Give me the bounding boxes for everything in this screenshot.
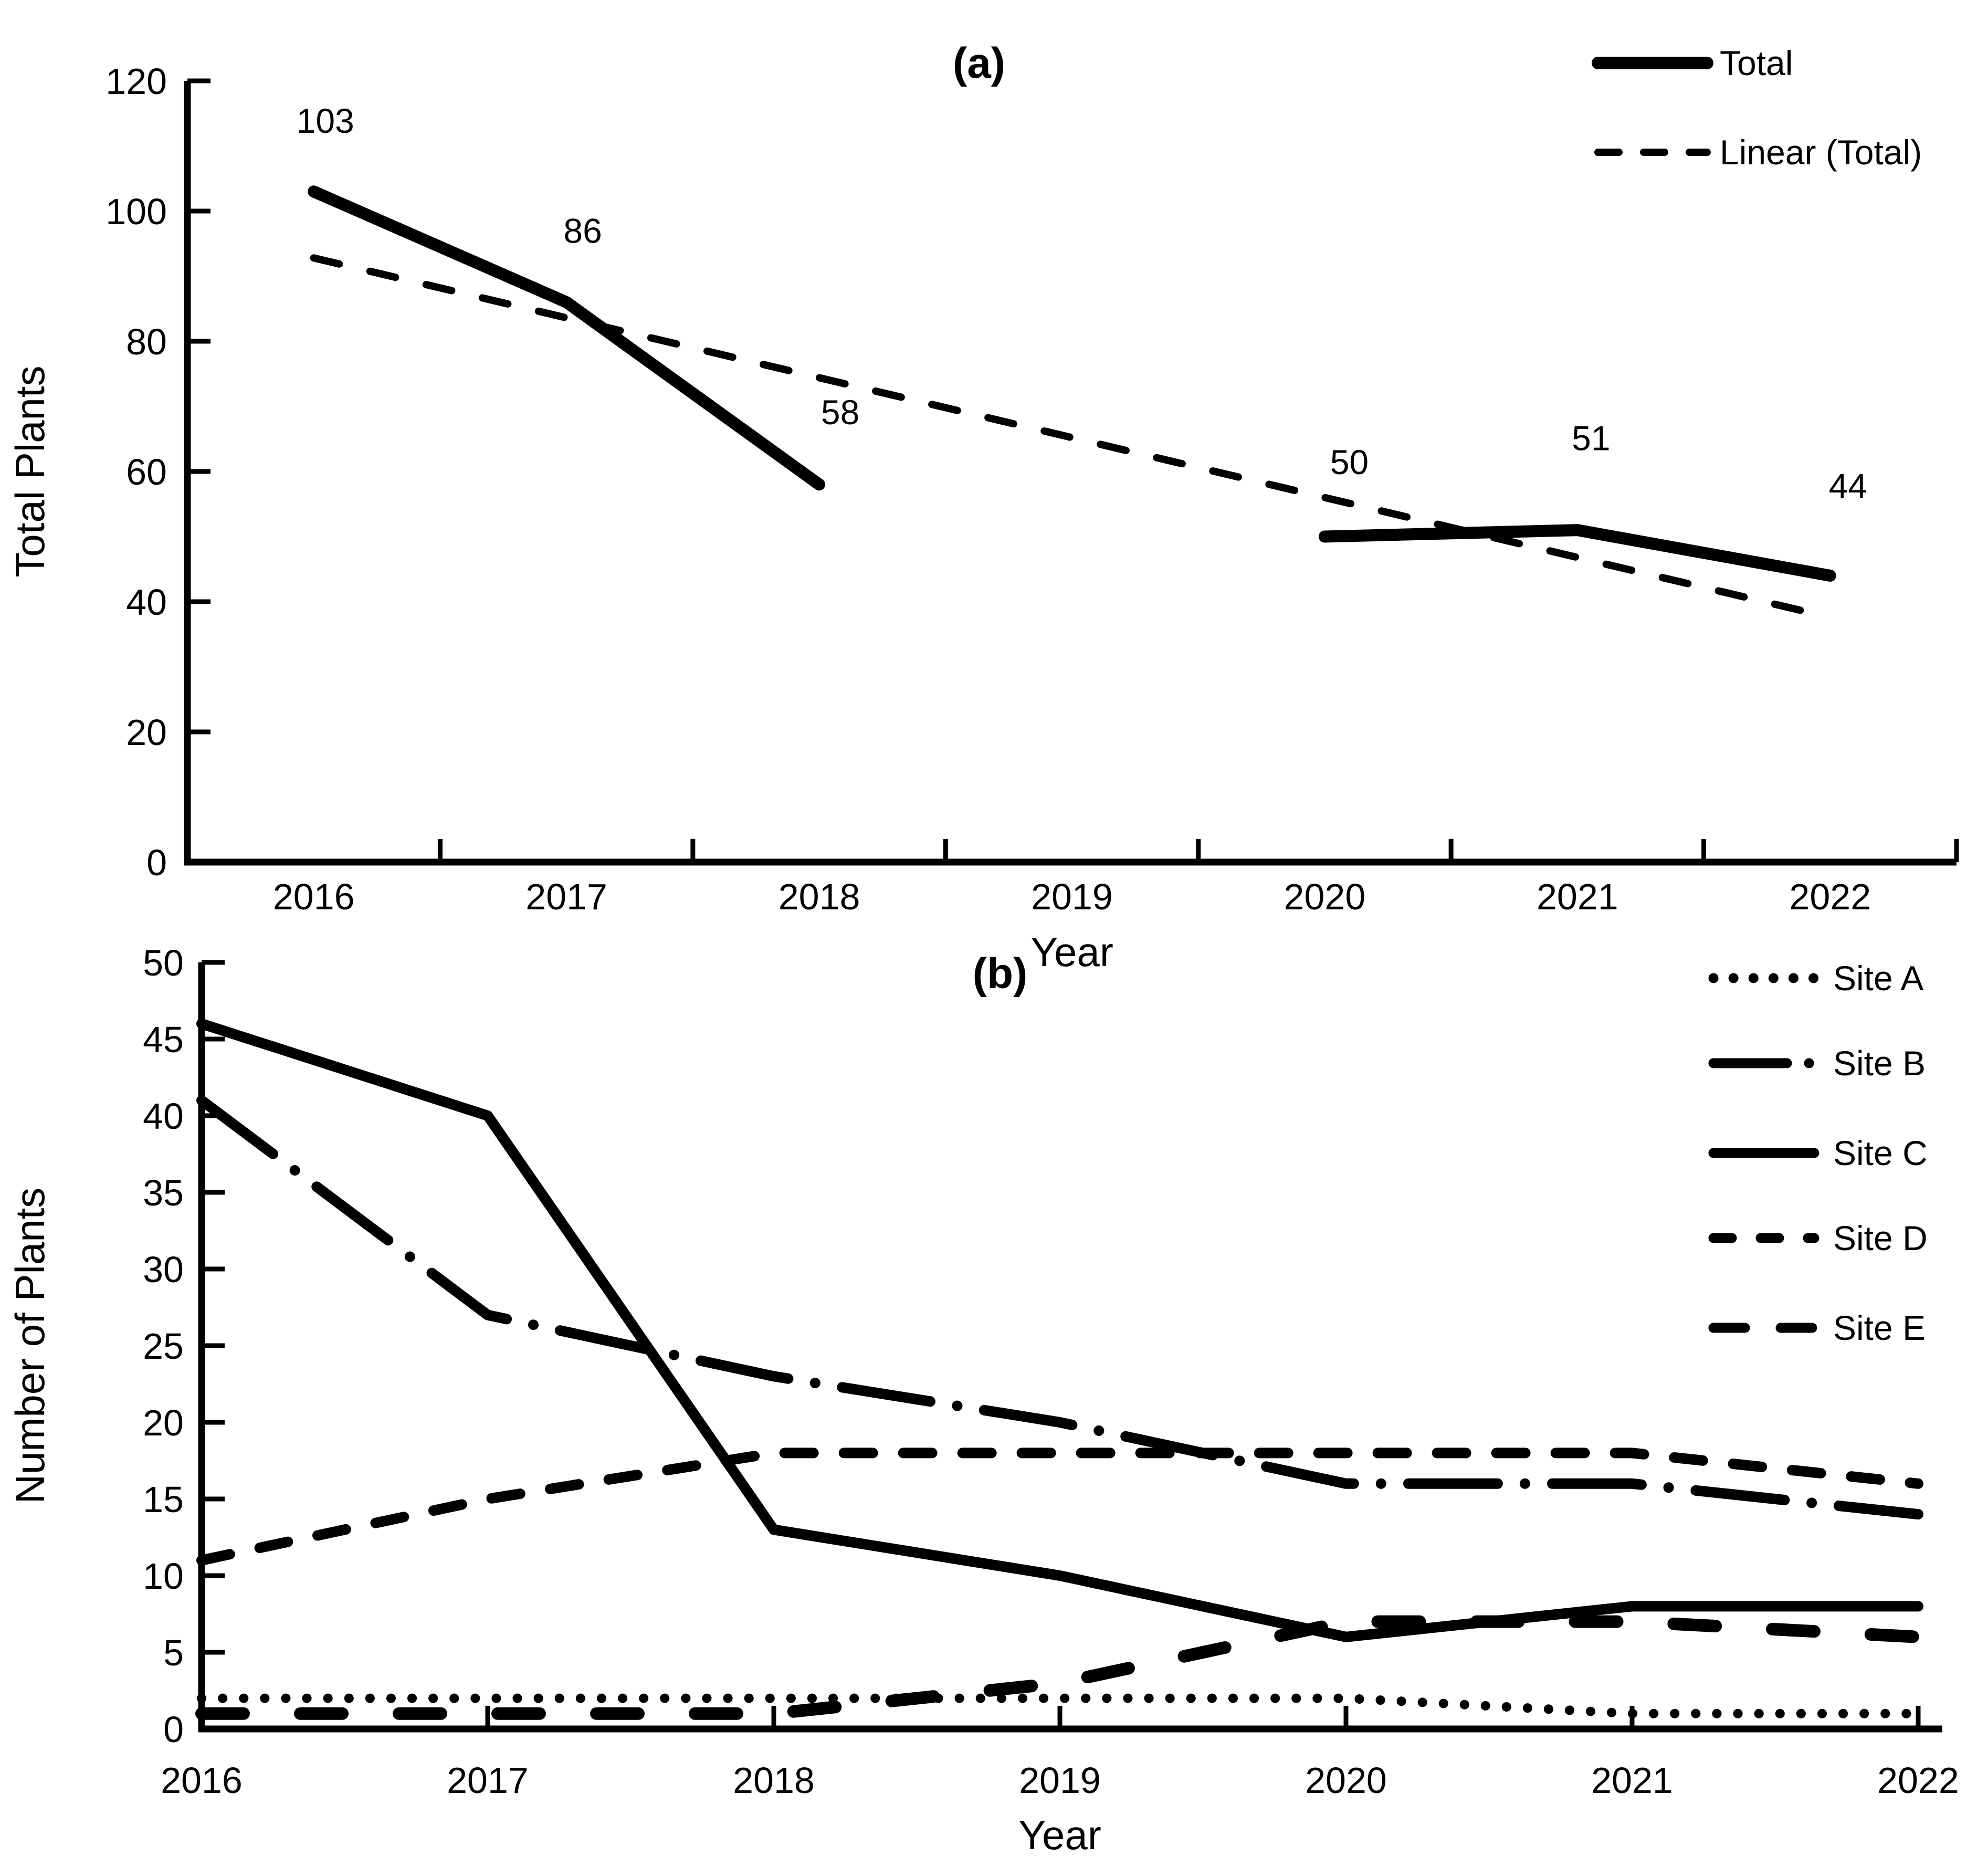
panel-a-legend-label-linear-total-: Linear (Total)	[1720, 133, 1922, 172]
panel-a-y-tick-label: 100	[106, 191, 167, 232]
panel-a-y-tick-label: 60	[126, 452, 167, 492]
panel-b-y-tick-label: 20	[143, 1402, 184, 1443]
panel-b-series-line-site-c	[196, 1018, 1923, 1642]
panel-b-legend-label-site-d: Site D	[1833, 1219, 1928, 1257]
panel-a-data-label-44: 44	[1829, 466, 1867, 505]
panel-a-data-label-103: 103	[297, 101, 354, 140]
panel-b-x-tick-label: 2021	[1591, 1760, 1673, 1801]
panel-b-y-tick-label: 40	[143, 1096, 184, 1137]
panel-a-y-axis-title: Total Plants	[7, 365, 53, 577]
panel-b-legend-label-site-c: Site C	[1833, 1134, 1928, 1172]
panel-a-series-line-total	[1318, 524, 1836, 582]
panel-b-x-tick-label: 2020	[1305, 1760, 1387, 1801]
panel-b-series-line-site-e	[195, 1615, 1924, 1720]
panel-a-legend-label-total: Total	[1720, 44, 1793, 82]
panel-b-x-tick-label: 2019	[1019, 1760, 1101, 1801]
panel-b-title: (b)	[973, 950, 1028, 998]
panel-a-x-tick-label: 2017	[525, 876, 607, 917]
panel-a-y-tick-label: 80	[126, 321, 167, 362]
panel-a-x-axis-title: Year	[1030, 929, 1113, 975]
panel-a-series-line-linear-total-	[310, 254, 1834, 621]
panel-b-y-tick-label: 35	[143, 1172, 184, 1213]
panel-a-x-tick-label: 2021	[1537, 876, 1618, 917]
panel-b-series-line-site-a	[197, 1693, 1923, 1718]
panel-a-x-tick-label: 2016	[273, 876, 355, 917]
panel-b-y-tick-label: 15	[143, 1479, 184, 1520]
panel-b-x-tick-label: 2022	[1877, 1760, 1959, 1801]
panel-a-data-label-51: 51	[1572, 419, 1610, 458]
panel-b-y-axis-title: Number of Plants	[7, 1188, 53, 1504]
panel-b-y-tick-label: 30	[143, 1249, 184, 1290]
panel-a-y-tick-label: 40	[126, 582, 167, 623]
panel-b-legend-label-site-b: Site B	[1833, 1044, 1926, 1083]
panel-b-y-tick-label: 45	[143, 1019, 184, 1060]
panel-a-data-label-58: 58	[821, 393, 859, 432]
panel-b-legend-label-site-a: Site A	[1833, 959, 1923, 998]
panel-a-y-tick-label: 0	[146, 842, 167, 883]
panel-b-series-line-site-d	[196, 1448, 1923, 1566]
panel-b-y-tick-label: 5	[163, 1632, 184, 1673]
panel-b-x-tick-label: 2017	[447, 1760, 529, 1801]
panel-a-data-label-86: 86	[563, 212, 602, 250]
panel-b-legend-label-site-e: Site E	[1833, 1308, 1926, 1347]
panel-a-title: (a)	[953, 39, 1005, 87]
panel-b-y-tick-label: 25	[143, 1326, 184, 1367]
panel-a-x-tick-label: 2019	[1031, 876, 1113, 917]
panel-b-y-tick-label: 10	[143, 1556, 184, 1597]
panel-b-y-tick-label: 50	[143, 942, 184, 983]
panel-a-y-tick-label: 20	[126, 712, 167, 753]
panel-a-x-tick-label: 2022	[1789, 876, 1871, 917]
panel-a-data-label-50: 50	[1330, 443, 1369, 481]
panel-b-x-axis-title: Year	[1018, 1812, 1101, 1856]
panel-a-x-tick-label: 2020	[1284, 876, 1366, 917]
panel-b-x-tick-label: 2016	[161, 1760, 243, 1801]
panel-b-series-line-site-b	[196, 1095, 1923, 1520]
panel-a-series-line-total	[308, 185, 826, 491]
panel-a-y-tick-label: 120	[106, 61, 167, 102]
panel-b-y-tick-label: 0	[163, 1709, 184, 1750]
panel-a-x-tick-label: 2018	[779, 876, 860, 917]
panel-b-x-tick-label: 2018	[733, 1760, 815, 1801]
